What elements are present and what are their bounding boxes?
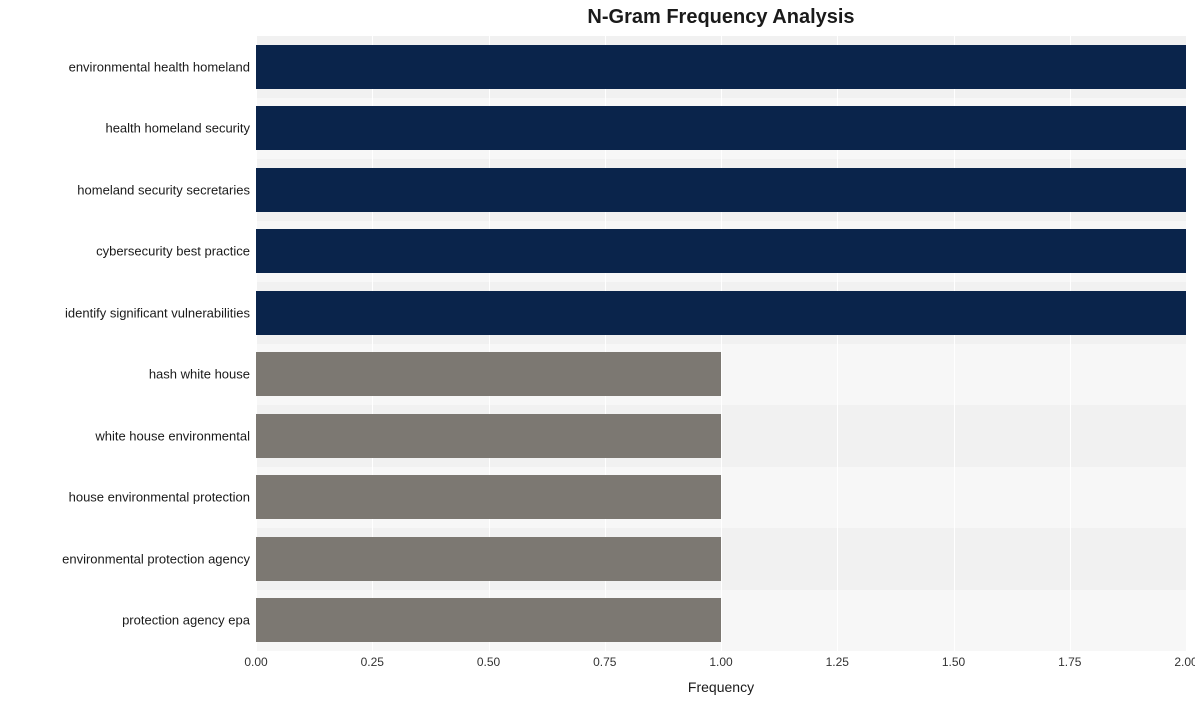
y-tick-label: environmental health homeland — [69, 59, 250, 74]
bar-row — [256, 475, 1186, 519]
y-tick-label: identify significant vulnerabilities — [65, 305, 250, 320]
bar — [256, 229, 1186, 273]
bar-row — [256, 291, 1186, 335]
grid-line — [1186, 36, 1187, 651]
bar — [256, 291, 1186, 335]
bar — [256, 475, 721, 519]
y-tick-label: white house environmental — [95, 428, 250, 443]
x-tick-label: 1.50 — [942, 655, 965, 669]
x-tick-label: 1.75 — [1058, 655, 1081, 669]
bar — [256, 537, 721, 581]
bar-row — [256, 414, 1186, 458]
chart-title: N-Gram Frequency Analysis — [256, 6, 1186, 29]
bar — [256, 168, 1186, 212]
bar-row — [256, 168, 1186, 212]
bar-row — [256, 352, 1186, 396]
x-tick-label: 1.25 — [826, 655, 849, 669]
bar-row — [256, 537, 1186, 581]
x-axis-ticks: 0.000.250.500.751.001.251.501.752.00 — [256, 655, 1186, 673]
bar — [256, 106, 1186, 150]
y-tick-label: environmental protection agency — [62, 551, 250, 566]
x-tick-label: 0.00 — [244, 655, 267, 669]
y-tick-label: health homeland security — [105, 121, 250, 136]
x-tick-label: 1.00 — [709, 655, 732, 669]
bar — [256, 598, 721, 642]
bar-row — [256, 45, 1186, 89]
y-tick-label: house environmental protection — [69, 490, 250, 505]
bar — [256, 414, 721, 458]
ngram-frequency-chart: N-Gram Frequency Analysis environmental … — [0, 0, 1195, 701]
x-tick-label: 0.50 — [477, 655, 500, 669]
y-tick-label: cybersecurity best practice — [96, 244, 250, 259]
y-tick-label: homeland security secretaries — [77, 182, 250, 197]
y-axis-labels: environmental health homeland health home… — [0, 36, 256, 651]
bar — [256, 45, 1186, 89]
y-tick-label: protection agency epa — [122, 613, 250, 628]
bar-row — [256, 106, 1186, 150]
bar-row — [256, 229, 1186, 273]
plot-area — [256, 36, 1186, 651]
bar-row — [256, 598, 1186, 642]
x-tick-label: 0.25 — [361, 655, 384, 669]
x-axis-label: Frequency — [256, 679, 1186, 695]
y-tick-label: hash white house — [149, 367, 250, 382]
x-tick-label: 2.00 — [1174, 655, 1195, 669]
bar — [256, 352, 721, 396]
x-tick-label: 0.75 — [593, 655, 616, 669]
